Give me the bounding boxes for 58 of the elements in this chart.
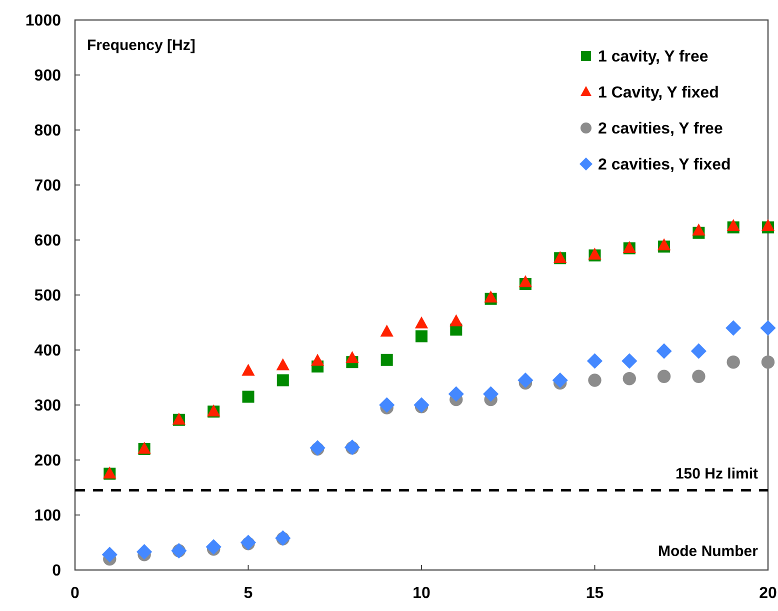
point (310, 354, 324, 366)
legend-label: 1 cavity, Y free (598, 48, 708, 66)
point (414, 397, 430, 413)
point (692, 223, 706, 236)
point (483, 386, 499, 402)
x-axis-title: Mode Number (658, 543, 758, 560)
point (276, 374, 289, 386)
point (622, 353, 638, 369)
point (657, 370, 671, 383)
y-tick-label: 300 (34, 398, 62, 415)
y-tick-label: 200 (34, 452, 62, 470)
x-tick-label: 20 (759, 585, 777, 602)
point (450, 314, 463, 326)
y-tick-label: 500 (34, 288, 62, 305)
point (656, 343, 672, 359)
ref-line-label: 150 Hz limit (675, 465, 758, 482)
point (206, 539, 222, 555)
point (518, 372, 534, 388)
point (518, 275, 532, 288)
point (552, 372, 568, 388)
point (761, 356, 775, 369)
point (448, 386, 464, 402)
point (242, 364, 255, 376)
point (276, 358, 290, 370)
y-tick-label: 900 (34, 68, 62, 85)
legend-label: 1 Cavity, Y fixed (598, 84, 719, 102)
legend-label: 2 cavities, Y free (598, 120, 723, 138)
x-tick-label: 10 (412, 585, 430, 602)
y-tick-label: 800 (34, 122, 62, 140)
point (136, 544, 152, 560)
point (102, 546, 118, 562)
y-tick-label: 700 (34, 178, 62, 195)
point (760, 320, 776, 336)
point (380, 324, 394, 337)
y-tick-label: 400 (34, 342, 62, 360)
point (588, 374, 602, 387)
point (416, 330, 428, 342)
y-axis-title: Frequency [Hz] (87, 37, 196, 54)
point (414, 316, 428, 328)
point (379, 397, 395, 413)
point (242, 390, 254, 403)
legend-label: 2 cavities, Y fixed (598, 156, 731, 174)
point (692, 370, 706, 383)
x-tick-label: 5 (244, 585, 253, 602)
point (726, 320, 742, 336)
x-tick-label: 15 (586, 585, 604, 602)
point (726, 356, 740, 369)
point (586, 353, 603, 369)
y-tick-label: 1000 (25, 12, 62, 30)
point (657, 238, 671, 250)
y-tick-label: 100 (34, 508, 62, 525)
point (622, 372, 636, 386)
x-tick-label: 0 (70, 585, 80, 602)
point (346, 351, 359, 364)
point (690, 343, 706, 359)
point (380, 354, 393, 366)
y-tick-label: 600 (34, 232, 62, 250)
y-tick-label: 0 (52, 562, 62, 580)
